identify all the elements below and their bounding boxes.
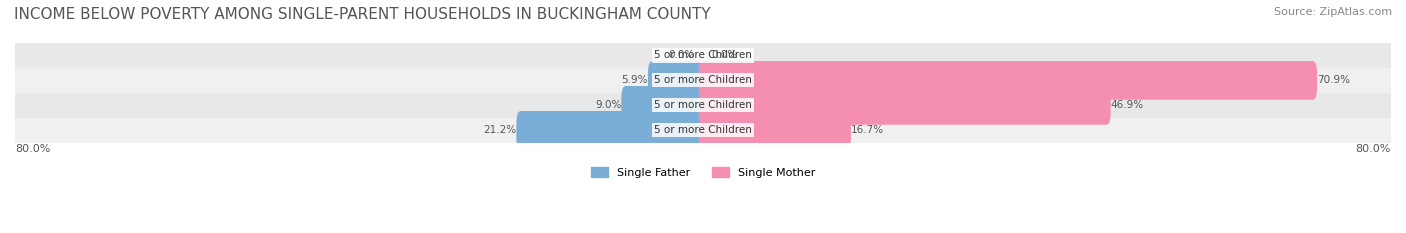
FancyBboxPatch shape bbox=[648, 61, 707, 100]
FancyBboxPatch shape bbox=[699, 61, 1317, 100]
Legend: Single Father, Single Mother: Single Father, Single Mother bbox=[586, 163, 820, 182]
Text: 0.0%: 0.0% bbox=[668, 50, 695, 60]
Text: 9.0%: 9.0% bbox=[595, 100, 621, 110]
Text: 80.0%: 80.0% bbox=[15, 144, 51, 154]
Text: 5.9%: 5.9% bbox=[621, 75, 648, 86]
Text: 0.0%: 0.0% bbox=[711, 50, 738, 60]
Text: INCOME BELOW POVERTY AMONG SINGLE-PARENT HOUSEHOLDS IN BUCKINGHAM COUNTY: INCOME BELOW POVERTY AMONG SINGLE-PARENT… bbox=[14, 7, 710, 22]
FancyBboxPatch shape bbox=[15, 118, 1391, 143]
FancyBboxPatch shape bbox=[699, 86, 1111, 125]
FancyBboxPatch shape bbox=[621, 86, 707, 125]
Text: 46.9%: 46.9% bbox=[1111, 100, 1143, 110]
Text: 5 or more Children: 5 or more Children bbox=[654, 50, 752, 60]
Text: 5 or more Children: 5 or more Children bbox=[654, 75, 752, 86]
Text: 21.2%: 21.2% bbox=[484, 125, 516, 135]
Text: 5 or more Children: 5 or more Children bbox=[654, 125, 752, 135]
FancyBboxPatch shape bbox=[516, 111, 707, 150]
FancyBboxPatch shape bbox=[15, 68, 1391, 93]
Text: 5 or more Children: 5 or more Children bbox=[654, 100, 752, 110]
Text: 70.9%: 70.9% bbox=[1317, 75, 1350, 86]
Text: 80.0%: 80.0% bbox=[1355, 144, 1391, 154]
Text: Source: ZipAtlas.com: Source: ZipAtlas.com bbox=[1274, 7, 1392, 17]
FancyBboxPatch shape bbox=[699, 111, 851, 150]
FancyBboxPatch shape bbox=[15, 43, 1391, 68]
FancyBboxPatch shape bbox=[15, 93, 1391, 118]
Text: 16.7%: 16.7% bbox=[851, 125, 884, 135]
